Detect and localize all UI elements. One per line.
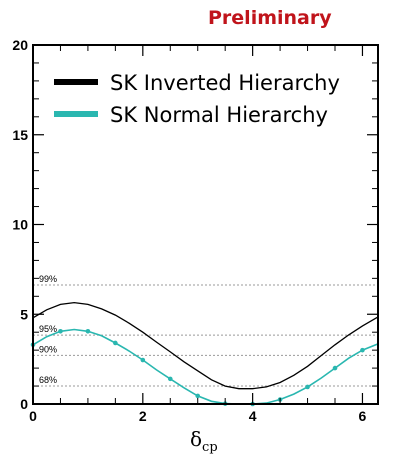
x-tick-label-0: 0	[29, 408, 37, 424]
y-tick-label-2: 10	[12, 217, 28, 233]
x-axis-label: δcp	[190, 427, 218, 455]
y-tick-label-0: 0	[20, 396, 28, 412]
cl-label-2: 90%	[39, 344, 57, 354]
series-point-1-8	[140, 357, 146, 363]
cl-label-1: 95%	[39, 324, 57, 334]
confidence-levels: 99% 95% 90% 68%	[33, 274, 378, 387]
series-point-1-22	[332, 365, 338, 371]
series-line-0	[32, 301, 379, 390]
y-tick-label-1: 5	[20, 306, 28, 322]
y-tick-label-3: 15	[12, 127, 28, 143]
legend-label-0: SK Inverted Hierarchy	[110, 71, 340, 95]
cl-label-0: 99%	[39, 274, 57, 284]
x-tick-label-2: 4	[249, 408, 257, 424]
series-point-1-6	[113, 340, 118, 346]
plot-frame	[32, 44, 379, 405]
series-point-1-20	[305, 384, 310, 390]
x-tick-label-3: 6	[359, 408, 367, 424]
series-point-1-12	[195, 393, 201, 399]
axis-ticks: 0 5 10 15 20 0 2 4 6	[12, 37, 378, 424]
series-layer	[30, 301, 379, 407]
x-axis-label-symbol: δ	[190, 427, 202, 451]
x-axis-label-subscript: cp	[202, 440, 218, 455]
preliminary-annotation: Preliminary	[208, 7, 332, 29]
legend: SK Inverted Hierarchy SK Normal Hierarchy	[54, 71, 340, 127]
series-point-1-10	[167, 376, 173, 382]
x-tick-label-1: 2	[139, 408, 147, 424]
series-line-1	[32, 328, 379, 405]
cl-label-3: 68%	[39, 375, 57, 385]
series-point-1-2	[58, 329, 63, 334]
y-tick-label-4: 20	[12, 37, 28, 53]
legend-label-1: SK Normal Hierarchy	[110, 103, 328, 127]
series-point-1-24	[360, 347, 365, 353]
series-point-1-4	[85, 329, 91, 334]
